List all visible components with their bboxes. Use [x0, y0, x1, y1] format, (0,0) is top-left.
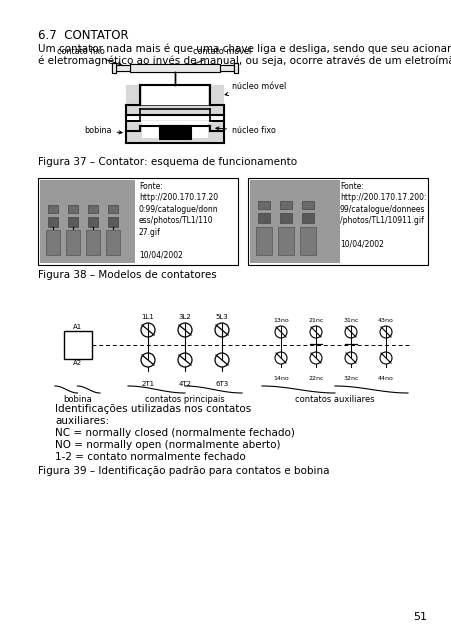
Text: bobina: bobina [84, 126, 122, 135]
Bar [126, 121, 224, 143]
Text: contato fixo: contato fixo [57, 47, 121, 65]
Text: 51: 51 [412, 612, 426, 622]
Text: núcleo fixo: núcleo fixo [216, 126, 275, 135]
Bar [220, 65, 234, 71]
Text: 6.7  CONTATOR: 6.7 CONTATOR [38, 29, 129, 42]
Text: 31nc: 31nc [343, 318, 358, 323]
Bar [279, 201, 291, 209]
Text: Fonte:
http://200.170.17.20
0:99/catalogue/donn
ess/photos/TL1/110
27.gif

10/04: Fonte: http://200.170.17.20 0:99/catalog… [139, 182, 218, 260]
Bar [86, 230, 100, 255]
Bar [116, 65, 130, 71]
Bar [234, 63, 238, 73]
Text: contato móvel: contato móvel [193, 47, 251, 65]
Text: A2: A2 [73, 360, 82, 366]
Text: NC = normally closed (normalmente fechado): NC = normally closed (normalmente fechad… [55, 428, 294, 438]
Bar [38, 178, 238, 265]
Bar [255, 227, 272, 255]
Bar [64, 331, 92, 359]
Text: 13no: 13no [272, 318, 288, 323]
Bar [48, 217, 58, 227]
Bar [248, 178, 427, 265]
Bar [159, 125, 191, 139]
Text: 6T3: 6T3 [215, 381, 228, 387]
Text: 32nc: 32nc [342, 376, 358, 381]
Bar [249, 180, 339, 263]
Text: Figura 39 – Identificação padrão para contatos e bobina: Figura 39 – Identificação padrão para co… [38, 466, 329, 476]
Bar [142, 83, 207, 105]
Bar [301, 213, 313, 223]
Bar [130, 64, 220, 72]
Text: 5L3: 5L3 [215, 314, 228, 320]
Text: Identificações utilizadas nos contatos: Identificações utilizadas nos contatos [55, 404, 251, 414]
Text: 44no: 44no [377, 376, 393, 381]
Bar [66, 230, 80, 255]
Text: Figura 38 – Modelos de contatores: Figura 38 – Modelos de contatores [38, 270, 216, 280]
Bar [126, 131, 224, 143]
Text: bobina: bobina [63, 395, 92, 404]
Text: contatos principais: contatos principais [145, 395, 225, 404]
Bar [142, 116, 207, 138]
Bar [40, 180, 135, 263]
Text: núcleo móvel: núcleo móvel [225, 82, 285, 95]
Bar [258, 213, 269, 223]
Bar [108, 205, 118, 213]
Bar [258, 201, 269, 209]
Bar [112, 63, 116, 73]
Bar [116, 65, 130, 71]
Bar [46, 230, 60, 255]
Bar [130, 64, 220, 72]
Text: 1L1: 1L1 [141, 314, 154, 320]
Bar [277, 227, 293, 255]
Text: Figura 37 – Contator: esquema de funcionamento: Figura 37 – Contator: esquema de funcion… [38, 157, 296, 167]
Text: Fonte:
http://200.170.17.200:
99/catalogue/donnees
/photos/TL1/10911.gif

10/04/: Fonte: http://200.170.17.200: 99/catalog… [339, 182, 426, 248]
Bar [126, 85, 224, 115]
Bar [299, 227, 315, 255]
Text: 43no: 43no [377, 318, 393, 323]
Bar [88, 205, 98, 213]
Bar [220, 65, 234, 71]
Text: 22nc: 22nc [308, 376, 323, 381]
Bar [234, 63, 238, 73]
Text: 21nc: 21nc [308, 318, 323, 323]
Text: 3L2: 3L2 [178, 314, 191, 320]
Text: 4T2: 4T2 [178, 381, 191, 387]
Text: é eletromagnético ao invés de manual, ou seja, ocorre através de um eletroímã.: é eletromagnético ao invés de manual, ou… [38, 55, 451, 65]
Bar [279, 213, 291, 223]
Bar [112, 63, 116, 73]
Bar [301, 201, 313, 209]
Text: Um contator nada mais é que uma chave liga e desliga, sendo que seu acionamento: Um contator nada mais é que uma chave li… [38, 43, 451, 54]
Text: auxiliares:: auxiliares: [55, 416, 109, 426]
Text: 1-2 = contato normalmente fechado: 1-2 = contato normalmente fechado [55, 452, 245, 462]
Bar [68, 205, 78, 213]
Bar [88, 217, 98, 227]
Text: contatos auxiliares: contatos auxiliares [295, 395, 374, 404]
Text: 14no: 14no [272, 376, 288, 381]
Text: 2T1: 2T1 [141, 381, 154, 387]
Text: A1: A1 [73, 324, 82, 330]
Bar [108, 217, 118, 227]
Bar [48, 205, 58, 213]
Bar [68, 217, 78, 227]
Bar [106, 230, 120, 255]
Text: NO = normally open (normalmente aberto): NO = normally open (normalmente aberto) [55, 440, 280, 450]
